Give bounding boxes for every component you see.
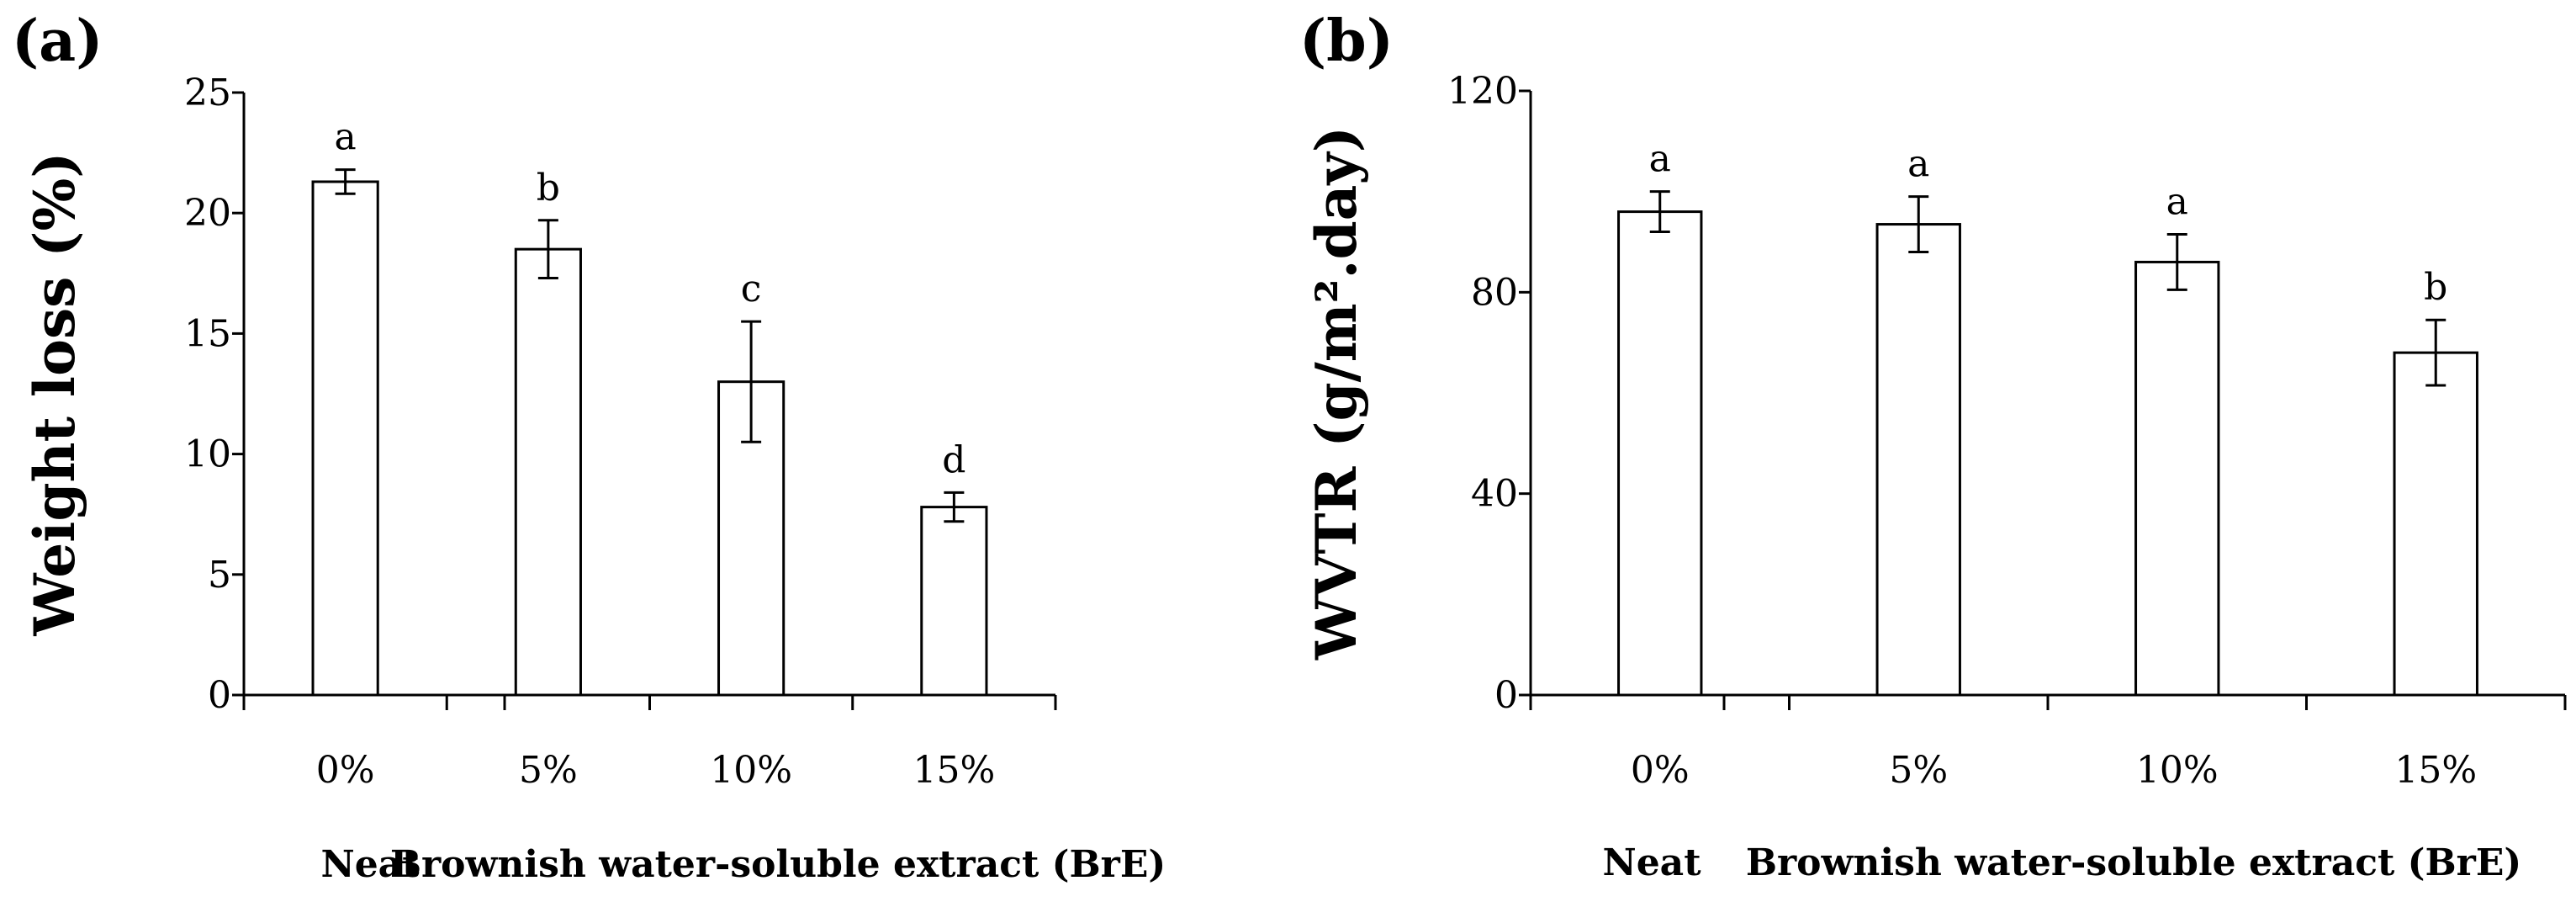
p1-y-tick-label: 20 bbox=[184, 192, 231, 235]
p1-x-category-label: 5% bbox=[519, 749, 578, 792]
p1-y-tick-label: 0 bbox=[208, 674, 231, 717]
p2-y-axis-label: WVTR (g/m².day) bbox=[1304, 126, 1369, 661]
p1-y-tick-label: 15 bbox=[184, 312, 231, 355]
p2-significance-label: b bbox=[2424, 266, 2447, 309]
p2-y-tick-label: 80 bbox=[1471, 271, 1518, 314]
p1-significance-label: d bbox=[942, 438, 965, 481]
p2-group-label-neat: Neat bbox=[1602, 841, 1701, 884]
p2-y-tick-label: 120 bbox=[1447, 70, 1518, 113]
p2-bar bbox=[2393, 351, 2478, 697]
p1-y-tick-label: 10 bbox=[184, 433, 231, 476]
p2-y-tick-label: 40 bbox=[1471, 473, 1518, 516]
p1-significance-label: b bbox=[537, 167, 560, 210]
panel-a-chart: (a) Weight loss (%) 0 5 10 15 20 25 a 0% b 5% c 10% d 1… bbox=[12, 8, 1166, 886]
p1-x-category-label: 15% bbox=[912, 749, 995, 792]
p1-x-category-label: 0% bbox=[316, 749, 375, 792]
p1-x-category-label: 10% bbox=[710, 749, 792, 792]
p2-x-category-label: 15% bbox=[2394, 749, 2477, 792]
p1-group-label-bre: Brownish water-soluble extract (BrE) bbox=[390, 843, 1166, 886]
p1-bar bbox=[920, 506, 988, 697]
p2-x-category-label: 0% bbox=[1631, 749, 1690, 792]
p2-significance-label: a bbox=[1907, 143, 1929, 186]
p1-bar bbox=[311, 180, 379, 697]
p2-significance-label: a bbox=[2166, 181, 2188, 224]
p2-group-label-bre: Brownish water-soluble extract (BrE) bbox=[1746, 841, 2521, 884]
p2-x-category-label: 10% bbox=[2136, 749, 2219, 792]
p2-bar bbox=[1875, 223, 1961, 697]
p1-panel-label: (a) bbox=[12, 8, 103, 75]
p2-panel-label: (b) bbox=[1299, 8, 1394, 75]
panel-b-chart: (b) WVTR (g/m².day) 0 40 80 120 a 0% a 5% a 10% b 15%… bbox=[1299, 8, 2567, 884]
p2-bar bbox=[2134, 260, 2220, 697]
p1-bar bbox=[514, 247, 582, 697]
p1-y-axis-label: Weight loss (%) bbox=[22, 152, 87, 637]
p1-significance-label: c bbox=[741, 268, 762, 310]
p1-y-tick-label: 5 bbox=[208, 554, 231, 597]
p1-group-label-neat: Neat bbox=[320, 843, 420, 886]
p1-y-tick-label: 25 bbox=[184, 72, 231, 114]
p1-significance-label: a bbox=[335, 116, 357, 159]
p2-significance-label: a bbox=[1649, 138, 1671, 181]
p2-x-category-label: 5% bbox=[1889, 749, 1948, 792]
p2-y-tick-label: 0 bbox=[1494, 674, 1518, 717]
p2-bar bbox=[1617, 210, 1703, 697]
